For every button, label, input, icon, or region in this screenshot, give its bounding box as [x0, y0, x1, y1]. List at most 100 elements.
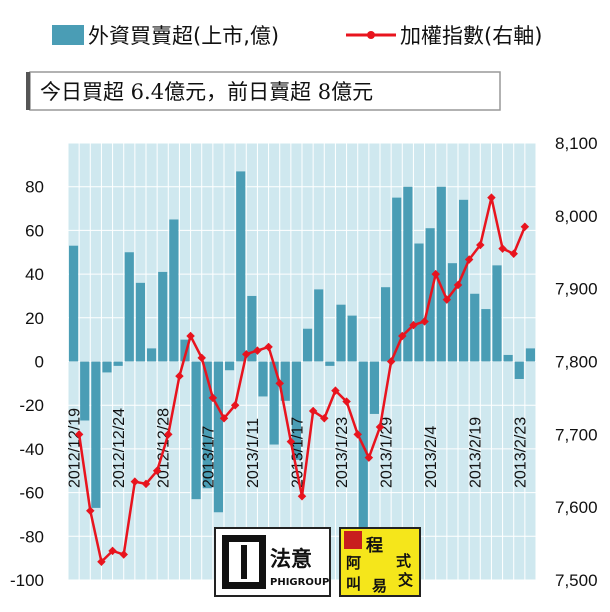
bar [291, 361, 301, 460]
phigroup-logo-text: 法意 [270, 547, 312, 571]
bar [102, 361, 112, 373]
right-tick-label: 7,900 [555, 280, 598, 299]
left-tick-label: -100 [10, 571, 44, 590]
index-point [386, 357, 396, 366]
index-point [152, 466, 162, 475]
index-point [453, 280, 463, 290]
x-tick-label: 2012/12/19 [67, 408, 84, 488]
index-point [353, 430, 362, 439]
bar [213, 361, 223, 513]
legend-line-marker [367, 31, 375, 39]
program-trading-emblem [344, 531, 362, 549]
bar [414, 243, 424, 362]
subtitle-box: 今日買超 6.4億元，前日賣超 8億元 [26, 71, 501, 111]
bar [347, 315, 357, 362]
bar [314, 289, 324, 362]
bar [325, 361, 335, 366]
right-tick-label: 7,800 [555, 353, 598, 372]
right-tick-label: 7,700 [555, 425, 598, 444]
index-point [464, 255, 474, 264]
bar [124, 252, 134, 362]
legend-line-label: 加權指數(右軸) [400, 24, 542, 48]
phigroup-logo: 法意 PHIGROUP [214, 527, 331, 597]
bar [113, 361, 123, 366]
index-point [130, 477, 140, 486]
left-tick-label: -40 [19, 440, 44, 459]
index-point [476, 240, 485, 250]
left-axis: -100 -80 -60 -40 -20 0 20 40 60 80 [10, 178, 44, 590]
logo-char-5: 交 [398, 571, 413, 589]
x-tick-label: 2013/1/17 [289, 417, 306, 488]
bar [91, 361, 101, 508]
grid [67, 142, 537, 581]
phigroup-emblem-bar [241, 545, 247, 579]
subtitle-text: 今日買超 6.4億元，前日賣超 8億元 [40, 80, 373, 104]
index-point [197, 353, 206, 363]
program-trading-logo: 程 式 阿 叫 交 易 [339, 527, 421, 597]
x-axis-labels: 2012/12/19 2012/12/24 2012/12/28 2013/1/7 20… [67, 408, 530, 488]
phigroup-logo-sub: PHIGROUP [270, 577, 329, 588]
index-point [431, 269, 440, 279]
logo-char-2: 式 [396, 552, 411, 570]
bar [381, 287, 391, 362]
right-axis: 7,500 7,600 7,700 7,800 7,900 8,000 8,100 [555, 134, 598, 590]
bar [392, 197, 402, 362]
logo-char-1: 程 [366, 536, 383, 556]
bar [459, 199, 469, 362]
bar [147, 348, 157, 362]
bar [169, 219, 179, 362]
bar [447, 263, 457, 362]
index-point [230, 400, 240, 410]
bar [236, 171, 246, 362]
x-tick-label: 2013/1/11 [245, 418, 262, 488]
left-tick-label: 0 [35, 353, 44, 372]
bar [280, 361, 290, 401]
bar [269, 361, 279, 445]
bar [303, 328, 313, 362]
index-point [175, 371, 184, 381]
bar [202, 361, 212, 489]
index-point [86, 506, 95, 516]
left-tick-label: 80 [25, 178, 44, 197]
index-point [219, 414, 229, 423]
bar [436, 186, 446, 362]
right-tick-label: 8,000 [555, 207, 598, 226]
logo-char-6: 易 [372, 577, 387, 595]
right-tick-label: 7,500 [555, 571, 598, 590]
left-tick-label: -60 [19, 484, 44, 503]
left-tick-label: -80 [19, 527, 44, 546]
index-point [164, 430, 173, 439]
bar [158, 271, 168, 362]
index-point [74, 430, 84, 439]
bar [525, 348, 535, 362]
bar [481, 309, 491, 362]
x-tick-label: 2013/2/19 [468, 417, 485, 488]
x-tick-label: 2012/12/24 [111, 408, 128, 488]
bar [69, 245, 79, 362]
bar [358, 361, 368, 580]
bar [258, 361, 268, 397]
left-tick-label: 40 [25, 265, 44, 284]
index-point [398, 331, 407, 341]
index-point [286, 437, 296, 446]
index-point [186, 331, 195, 341]
index-point [253, 346, 262, 355]
bar [514, 361, 524, 379]
bar [336, 304, 346, 362]
index-point [409, 320, 418, 330]
bar [470, 293, 480, 362]
left-tick-label: 60 [25, 221, 44, 240]
index-point [264, 342, 273, 352]
bar [180, 339, 190, 362]
bar [135, 282, 145, 362]
index-point [275, 379, 284, 388]
x-tick-label: 2013/2/4 [423, 426, 440, 488]
index-point [297, 491, 307, 501]
bar [403, 186, 413, 362]
right-tick-label: 7,600 [555, 498, 598, 517]
bar [369, 361, 379, 414]
index-point [420, 317, 429, 326]
index-point [320, 414, 329, 423]
bar [492, 265, 502, 362]
